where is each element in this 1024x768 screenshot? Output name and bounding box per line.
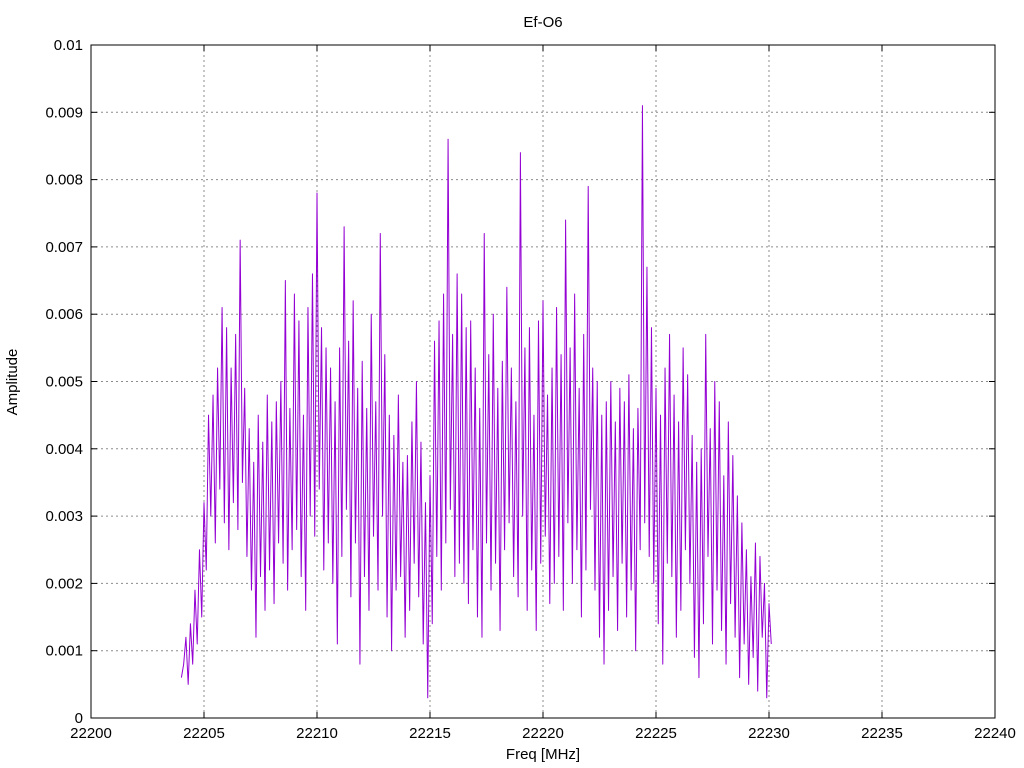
y-tick-label: 0.003 <box>45 508 83 525</box>
x-axis-label: Freq [MHz] <box>506 746 580 763</box>
y-tick-label: 0.007 <box>45 239 83 256</box>
x-tick-label: 22205 <box>183 725 225 742</box>
series-layer <box>180 105 772 699</box>
grid-lines <box>91 45 995 718</box>
series-line <box>180 105 772 699</box>
x-tick-label: 22225 <box>635 725 677 742</box>
x-tick-label: 22220 <box>522 725 564 742</box>
y-axis-label: Amplitude <box>4 349 21 416</box>
y-tick-label: 0.008 <box>45 172 83 189</box>
x-tick-label: 22210 <box>296 725 338 742</box>
x-tick-label: 22200 <box>70 725 112 742</box>
y-tick-label: 0.005 <box>45 374 83 391</box>
y-tick-label: 0.004 <box>45 441 83 458</box>
axis-ticks <box>90 44 996 719</box>
y-tick-label: 0.009 <box>45 104 83 121</box>
y-tick-label: 0.006 <box>45 306 83 323</box>
y-tick-label: 0 <box>75 710 83 727</box>
y-axis-tick-labels: 0 0.001 0.002 0.003 0.004 0.005 0.006 0.007 0.00… <box>45 37 83 727</box>
y-tick-label: 0.002 <box>45 575 83 592</box>
x-tick-label: 22240 <box>974 725 1016 742</box>
x-tick-label: 22235 <box>861 725 903 742</box>
x-tick-label: 22215 <box>409 725 451 742</box>
x-tick-label: 22230 <box>748 725 790 742</box>
x-axis-tick-labels: 22200 22205 22210 22215 22220 22225 22230 22235… <box>70 725 1016 742</box>
y-tick-label: 0.01 <box>54 37 83 54</box>
chart-title: Ef-O6 <box>523 14 562 31</box>
y-tick-label: 0.001 <box>45 643 83 660</box>
